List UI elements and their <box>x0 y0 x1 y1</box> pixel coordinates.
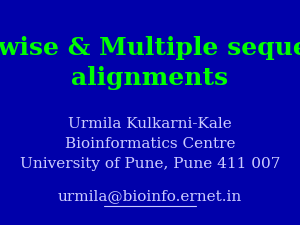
Text: University of Pune, Pune 411 007: University of Pune, Pune 411 007 <box>20 157 280 171</box>
Text: Pairwise & Multiple sequence
alignments: Pairwise & Multiple sequence alignments <box>0 36 300 90</box>
Text: Urmila Kulkarni-Kale: Urmila Kulkarni-Kale <box>68 117 232 131</box>
Text: urmila@bioinfo.ernet.in: urmila@bioinfo.ernet.in <box>58 189 242 203</box>
Text: Bioinformatics Centre: Bioinformatics Centre <box>65 137 235 151</box>
